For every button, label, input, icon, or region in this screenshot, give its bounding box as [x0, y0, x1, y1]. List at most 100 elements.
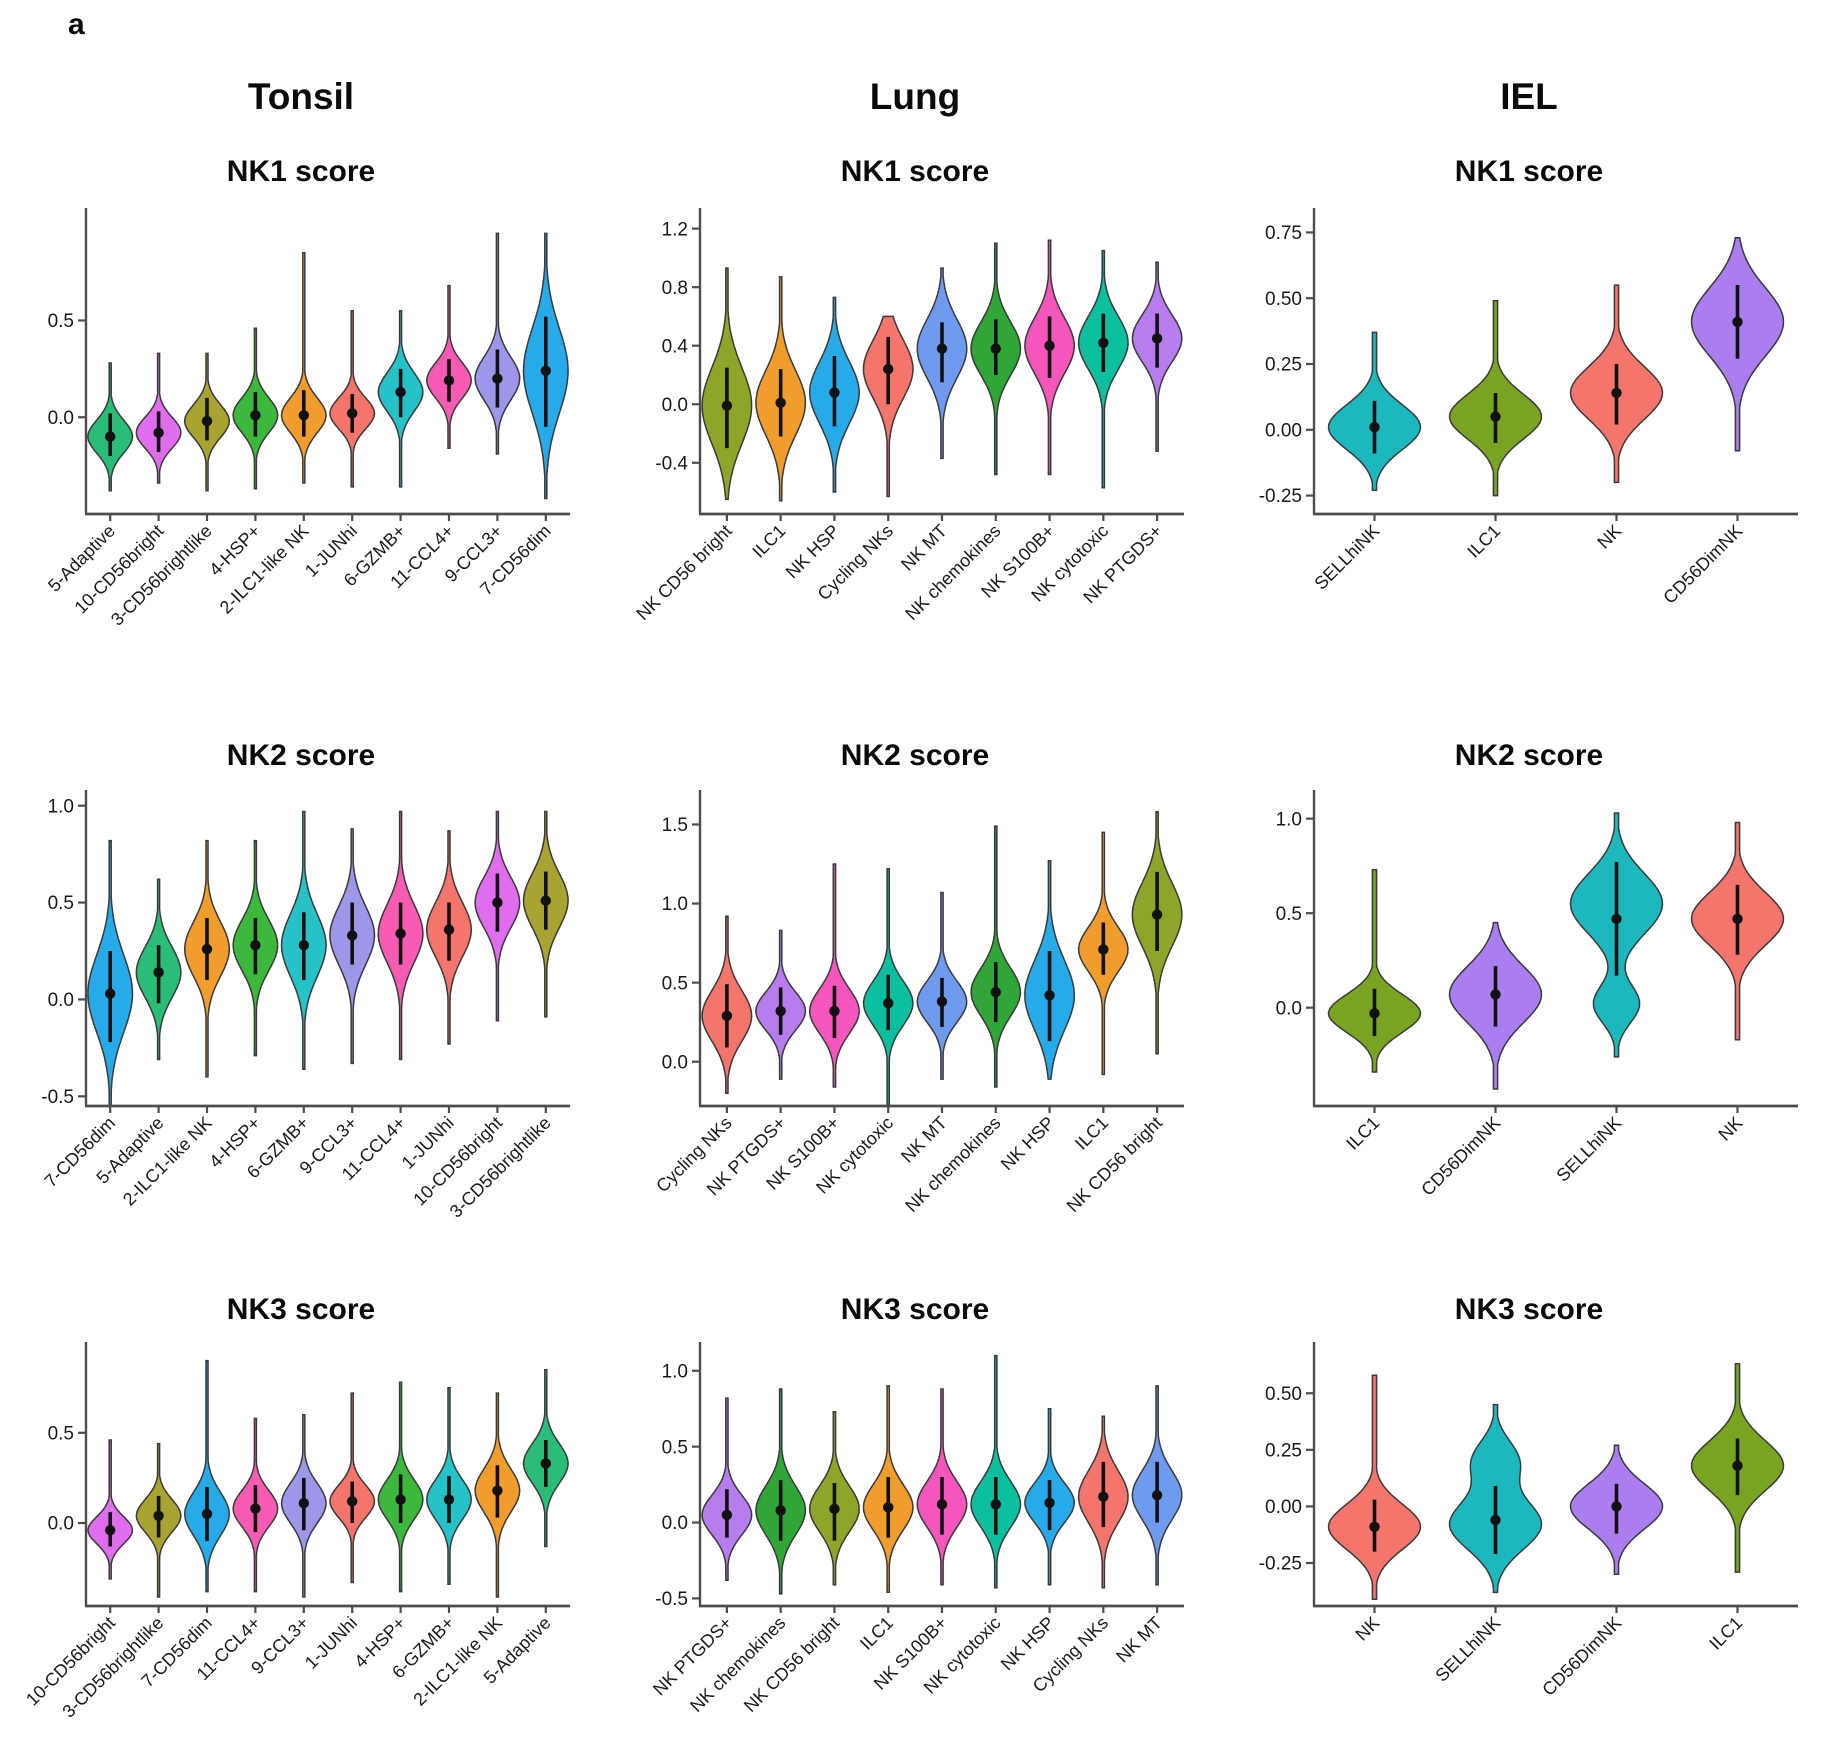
- median-dot: [1369, 421, 1380, 433]
- panel-iel-nk3: NK3 score -0.25 0.00 0.25 0.50 NK SELLhiNK CD5…: [1246, 1286, 1812, 1758]
- median-dot: [443, 924, 455, 935]
- violin-NK chemokines: [970, 825, 1022, 1088]
- x-tick-label: NK CD56 bright: [632, 521, 735, 624]
- median-dot: [153, 967, 164, 978]
- y-tick-label: -0.25: [1259, 1554, 1302, 1575]
- median-dot: [936, 343, 948, 354]
- panel-lung-nk2: NK2 score 0.0 0.5 1.0 1.5 Cycling NKs NK PTGD…: [632, 732, 1198, 1250]
- median-dot: [250, 410, 261, 421]
- median-dot: [443, 375, 455, 386]
- median-dot: [492, 373, 503, 384]
- median-dot: [105, 988, 116, 999]
- median-dot: [1151, 333, 1163, 344]
- y-tick-label: 0.5: [48, 893, 74, 914]
- median-dot: [298, 1497, 309, 1509]
- y-tick-label: -0.4: [655, 453, 688, 474]
- median-dot: [936, 996, 948, 1007]
- violin-plot-tonsil-nk2: -0.50.00.51.07-CD56dim5-Adaptive2-ILC1-l…: [41, 790, 570, 1222]
- panel-tonsil-nk1: NK1 score 0.0 0.5 5-Adaptive 10-CD56bright 3…: [18, 148, 584, 644]
- column-header-iel: IEL: [1500, 76, 1558, 117]
- median-dot: [540, 1458, 551, 1469]
- median-dot: [492, 897, 503, 908]
- x-tick-label: NK MT: [1112, 1613, 1166, 1667]
- median-dot: [1732, 913, 1743, 925]
- y-tick-label: 1.0: [48, 796, 74, 817]
- median-dot: [347, 1496, 358, 1507]
- median-dot: [990, 986, 1001, 998]
- panel-title: NK2 score: [1454, 739, 1604, 772]
- violin-7-CD56dim: [183, 1359, 231, 1593]
- median-dot: [443, 1494, 455, 1505]
- column-header-tonsil: Tonsil: [247, 76, 355, 117]
- x-tick-label: CD56DimNK: [1659, 521, 1746, 608]
- median-dot: [1611, 1501, 1622, 1512]
- x-tick-label: ILC1: [748, 521, 789, 562]
- y-tick-label: 0.25: [1265, 355, 1302, 376]
- median-dot: [775, 1005, 786, 1017]
- median-dot: [721, 1010, 733, 1022]
- violin-Cycling NKs: [862, 315, 914, 498]
- y-tick-label: -0.5: [41, 1087, 74, 1108]
- median-dot: [1098, 337, 1109, 348]
- x-tick-label: NK CD56 bright: [740, 1613, 843, 1716]
- figure-label: a: [68, 8, 85, 41]
- median-dot: [1490, 411, 1501, 422]
- median-dot: [990, 1499, 1001, 1510]
- x-tick-label: NK: [1714, 1113, 1746, 1145]
- median-dot: [829, 387, 840, 398]
- x-tick-label: ILC1: [856, 1613, 897, 1654]
- panel-title: NK3 score: [1454, 1293, 1604, 1326]
- median-dot: [775, 1505, 786, 1516]
- panel-lung-nk3: NK3 score -0.5 0.0 0.5 1.0 NK PTGDS+ NK chemo…: [632, 1286, 1198, 1758]
- y-tick-label: 0.8: [662, 278, 688, 299]
- violin-NK S100B+: [808, 863, 860, 1088]
- median-dot: [721, 400, 733, 411]
- y-tick-label: 0.0: [1276, 998, 1302, 1019]
- median-dot: [298, 939, 309, 951]
- violin-plot-iel-nk2: 0.0 0.5 1.0 ILC1 CD56DimNK SELLhiNK NK: [1276, 790, 1798, 1200]
- median-dot: [492, 1485, 503, 1496]
- median-dot: [1369, 1521, 1380, 1532]
- median-dot: [1369, 1008, 1380, 1019]
- x-tick-label: SELLhiNK: [1552, 1113, 1625, 1186]
- median-dot: [775, 397, 786, 408]
- y-tick-label: 1.5: [662, 815, 688, 836]
- median-dot: [395, 928, 406, 939]
- y-tick-label: 0.25: [1265, 1440, 1302, 1461]
- x-tick-label: ILC1: [1342, 1113, 1383, 1154]
- violin-NK cytotoxic: [970, 1354, 1022, 1589]
- x-tick-label: ILC1: [1463, 521, 1504, 562]
- median-dot: [540, 895, 551, 906]
- x-tick-label: CD56DimNK: [1417, 1113, 1504, 1200]
- x-tick-label: 1-JUNhi: [301, 1613, 361, 1673]
- median-dot: [1490, 989, 1501, 1000]
- y-tick-label: 0.0: [48, 1514, 74, 1535]
- y-tick-label: 0.5: [662, 973, 688, 994]
- panel-tonsil-nk2: NK2 score -0.5 0.0 0.5 1.0 7-CD56dim 5-Adapti…: [18, 732, 584, 1250]
- x-tick-label: ILC1: [1705, 1613, 1746, 1654]
- panel-iel-nk1: NK1 score -0.25 0.00 0.25 0.50 0.75 SELLhiNK I…: [1246, 148, 1812, 644]
- y-tick-label: 0.50: [1265, 289, 1302, 310]
- panel-title: NK1 score: [1454, 155, 1604, 188]
- violin-NK: [1327, 1374, 1422, 1600]
- median-dot: [395, 386, 406, 398]
- violin-plot-tonsil-nk1: 0.00.55-Adaptive10-CD56bright3-CD56brigh…: [44, 208, 570, 630]
- y-tick-label: 0.00: [1265, 420, 1302, 441]
- median-dot: [1044, 990, 1055, 1001]
- x-tick-label: 2-ILC1-like NK: [216, 521, 313, 618]
- y-tick-label: 1.0: [1276, 809, 1302, 830]
- x-tick-label: SELLhiNK: [1310, 521, 1383, 594]
- y-tick-label: 1.0: [662, 1361, 688, 1382]
- y-tick-label: -0.5: [655, 1589, 688, 1610]
- x-tick-label: NK: [1593, 521, 1625, 553]
- median-dot: [829, 1503, 840, 1515]
- violin-plot-iel-nk3: -0.25 0.00 0.25 0.50 NK SELLhiNK CD56DimNK ILC1: [1259, 1342, 1798, 1700]
- y-tick-label: 1.2: [662, 219, 688, 240]
- median-dot: [105, 431, 116, 442]
- column-header-lung: Lung: [869, 76, 961, 117]
- x-tick-label: NK HSP: [997, 1113, 1059, 1175]
- y-tick-label: 0.0: [662, 395, 688, 416]
